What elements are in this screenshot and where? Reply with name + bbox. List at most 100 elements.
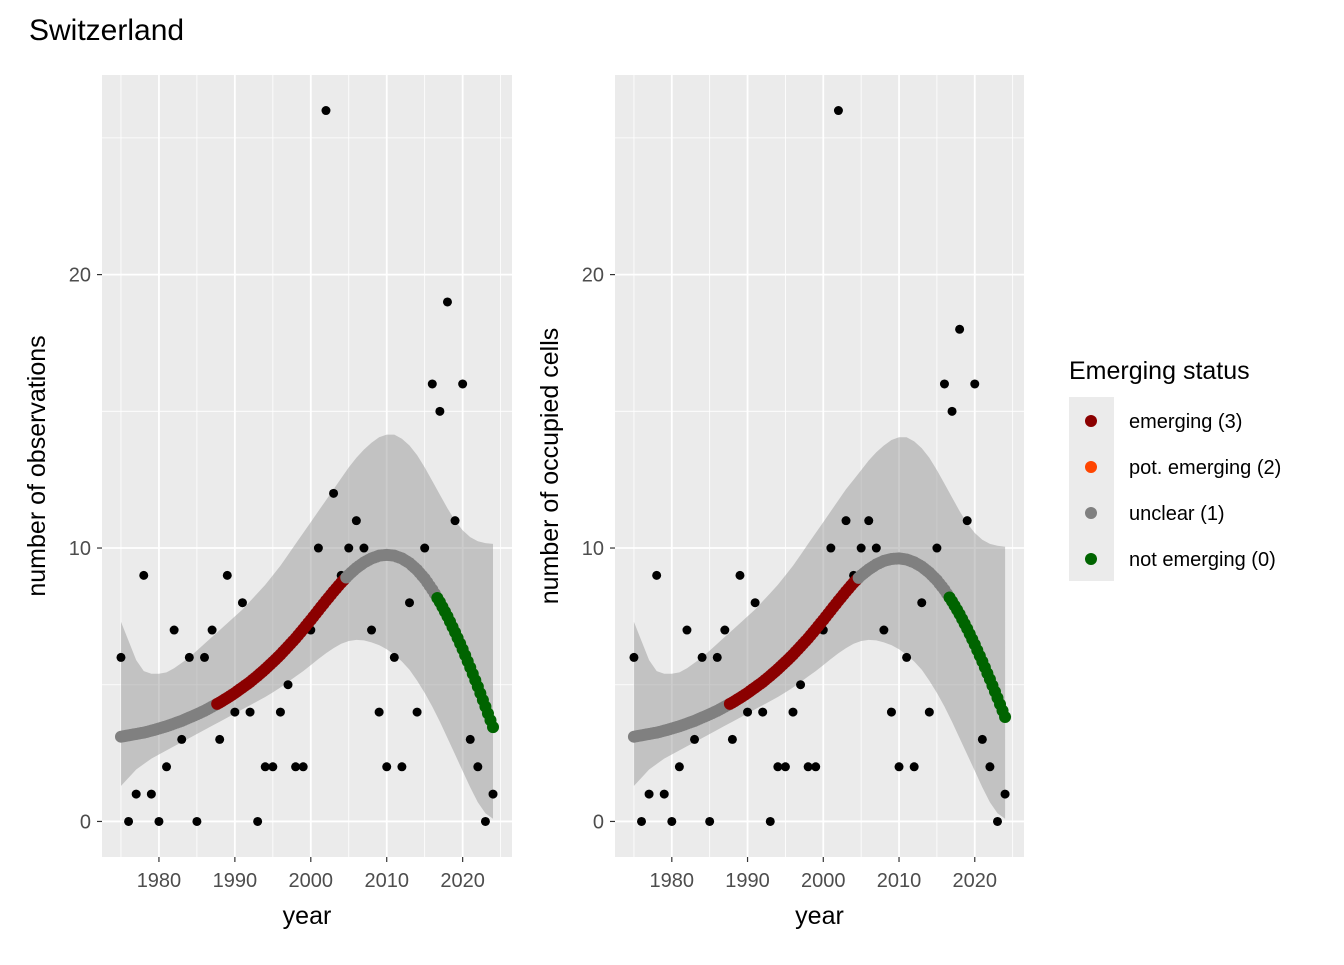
observed-point (382, 762, 392, 772)
observed-point (184, 652, 194, 662)
y-tick-label: 0 (80, 811, 91, 833)
observed-point (412, 707, 422, 717)
legend-label: unclear (1) (1129, 503, 1225, 525)
observed-point (796, 680, 806, 690)
observed-point (977, 734, 987, 744)
y-tick-label: 0 (593, 811, 604, 833)
legend-label: not emerging (0) (1129, 549, 1276, 571)
observed-point (659, 789, 669, 799)
observed-point (924, 707, 934, 717)
observed-point (480, 816, 490, 826)
observed-point (773, 762, 783, 772)
observed-point (894, 762, 904, 772)
observed-point (268, 762, 278, 772)
observed-point (154, 816, 164, 826)
observed-point (833, 106, 843, 116)
x-tick-label: 1980 (650, 870, 695, 892)
observed-point (192, 816, 202, 826)
legend-marker (1085, 461, 1097, 473)
observed-point (389, 652, 399, 662)
observed-point (283, 680, 293, 690)
observed-point (1000, 789, 1010, 799)
y-tick-label: 20 (582, 265, 604, 287)
plot-title: Switzerland (29, 14, 184, 47)
observed-point (435, 406, 445, 416)
observed-point (743, 707, 753, 717)
x-tick-label: 1980 (137, 870, 182, 892)
observed-point (200, 652, 209, 662)
observed-point (253, 816, 263, 826)
observed-point (735, 570, 745, 580)
x-tick-label: 2000 (289, 870, 334, 892)
observed-point (939, 379, 949, 389)
observed-point (697, 652, 707, 662)
observed-point (298, 762, 308, 772)
observed-point (215, 734, 225, 744)
observed-point (970, 379, 980, 389)
legend-label: emerging (3) (1129, 411, 1242, 433)
legend-label: pot. emerging (2) (1129, 457, 1281, 479)
y-tick-label: 10 (69, 538, 91, 560)
observed-point (230, 707, 240, 717)
observed-point (139, 570, 149, 580)
y-axis-title: number of occupied cells (536, 328, 564, 605)
legend-items: emerging (3) pot. emerging (2) unclear (1)… (1085, 411, 1281, 571)
observed-point (705, 816, 715, 826)
observed-point (637, 816, 647, 826)
y-tick-label: 10 (582, 538, 604, 560)
observed-point (765, 816, 775, 826)
observed-point (329, 488, 339, 498)
observed-point (405, 598, 414, 608)
observed-point (351, 516, 361, 526)
observed-point (690, 734, 700, 744)
legend: Emerging status emerging (3) pot. emergin… (1069, 357, 1281, 581)
observed-point (712, 652, 722, 662)
observed-point (116, 652, 126, 662)
observed-point (644, 789, 654, 799)
observed-point (397, 762, 407, 772)
observed-point (465, 734, 475, 744)
observed-point (955, 324, 965, 334)
x-tick-label: 2020 (440, 870, 485, 892)
legend-item: not emerging (0) (1085, 549, 1276, 571)
observed-point (667, 816, 677, 826)
observed-point (245, 707, 255, 717)
legend-marker (1085, 415, 1097, 427)
observed-point (750, 598, 760, 608)
observed-point (932, 543, 942, 553)
observed-point (902, 652, 912, 662)
observed-point (344, 543, 354, 553)
observed-point (473, 762, 483, 772)
legend-marker (1085, 507, 1097, 519)
y-tick-label: 20 (69, 265, 91, 287)
observed-point (803, 762, 813, 772)
x-tick-label: 2010 (364, 870, 409, 892)
legend-item: pot. emerging (2) (1085, 457, 1281, 479)
observed-point (629, 652, 639, 662)
x-tick-label: 2020 (953, 870, 998, 892)
x-axis-title: year (795, 902, 844, 930)
legend-marker (1085, 553, 1097, 565)
observed-point (652, 570, 662, 580)
observed-point (321, 106, 331, 116)
observed-point (131, 789, 141, 799)
observed-point (909, 762, 919, 772)
observed-point (780, 762, 790, 772)
observed-point (788, 707, 798, 717)
observed-point (427, 379, 437, 389)
observed-point (420, 543, 430, 553)
observed-point (488, 789, 498, 799)
legend-key-background (1069, 397, 1114, 581)
panel-occupied-cells: 1980 1990 2000 2010 2020 0 10 20 year number of o… (536, 75, 1024, 930)
observed-point (374, 707, 384, 717)
observed-point (811, 762, 821, 772)
observed-point (275, 707, 285, 717)
observed-point (856, 543, 866, 553)
observed-point (826, 543, 836, 553)
legend-item: unclear (1) (1085, 503, 1225, 525)
observed-point (727, 734, 737, 744)
observed-point (962, 516, 972, 526)
x-tick-label: 2010 (877, 870, 922, 892)
observed-point (260, 762, 270, 772)
observed-point (162, 762, 172, 772)
